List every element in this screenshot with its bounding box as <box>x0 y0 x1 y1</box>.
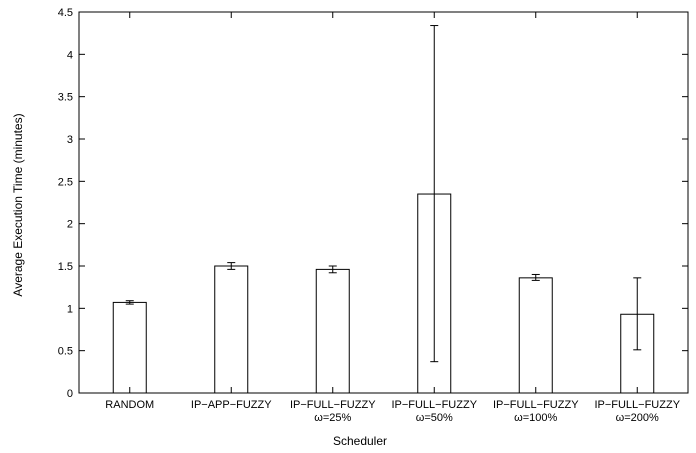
y-tick-label: 2 <box>67 219 73 231</box>
bars <box>112 193 655 394</box>
x-axis-title: Scheduler <box>333 434 387 448</box>
x-tick-label-line: IP−FULL−FUZZY <box>493 399 579 411</box>
bar <box>315 268 350 394</box>
x-tick-label-line: ω=200% <box>616 412 659 424</box>
x-tick-label: RANDOM <box>105 399 154 411</box>
x-tick-label: IP−FULL−FUZZY ω=50% <box>391 399 477 424</box>
x-axis: RANDOM IP−APP−FUZZY IP−FULL−FUZZY ω=25%IP−F… <box>105 12 681 424</box>
y-axis-title: Average Execution Time (minutes) <box>11 113 25 296</box>
x-tick-label-line: IP−FULL−FUZZY <box>290 399 376 411</box>
bar <box>112 301 147 394</box>
y-tick-label: 1.5 <box>58 261 73 273</box>
plot-frame <box>78 11 689 394</box>
y-tick-label: 4 <box>67 49 73 61</box>
y-tick-label: 0 <box>67 388 73 400</box>
x-tick-label: IP−APP−FUZZY <box>191 399 272 411</box>
x-tick-label-line: IP−APP−FUZZY <box>191 399 272 411</box>
y-tick-label: 3 <box>67 134 73 146</box>
y-tick-label: 0.5 <box>58 346 73 358</box>
x-tick-label: IP−FULL−FUZZY ω=100% <box>493 399 579 424</box>
bar <box>518 277 553 394</box>
y-tick-label: 3.5 <box>58 92 73 104</box>
y-axis: 0 0.5 1 1.5 2 2.5 3 3.5 4 4.5 <box>58 7 688 400</box>
y-tick-label: 4.5 <box>58 7 73 19</box>
x-tick-label-line: ω=50% <box>416 412 453 424</box>
x-tick-label-line: ω=25% <box>314 412 351 424</box>
x-tick-label-line: ω=100% <box>514 412 557 424</box>
y-tick-label: 2.5 <box>58 176 73 188</box>
plot-area <box>78 11 689 394</box>
x-tick-label-line: IP−FULL−FUZZY <box>391 399 477 411</box>
y-tick-label: 1 <box>67 303 73 315</box>
x-tick-label-line: RANDOM <box>105 399 154 411</box>
error-bars <box>125 25 642 363</box>
bar <box>214 265 249 394</box>
x-tick-label: IP−FULL−FUZZY ω=200% <box>594 399 680 424</box>
x-tick-label-line: IP−FULL−FUZZY <box>594 399 680 411</box>
x-tick-label: IP−FULL−FUZZY ω=25% <box>290 399 376 424</box>
